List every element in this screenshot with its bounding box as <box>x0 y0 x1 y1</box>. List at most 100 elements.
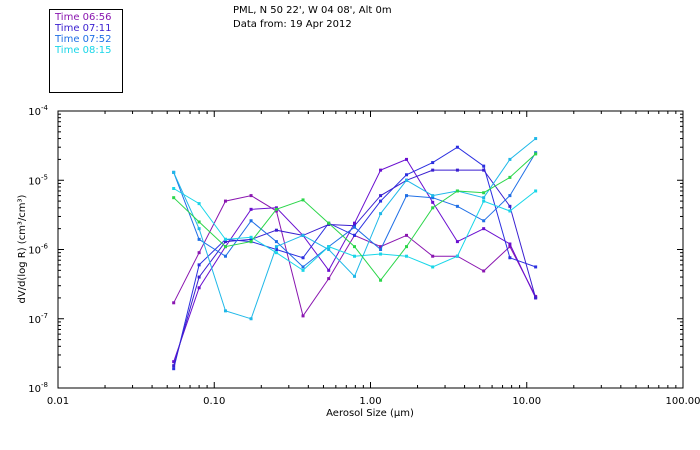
data-point <box>508 242 512 246</box>
data-point <box>301 198 305 202</box>
data-point <box>274 207 278 211</box>
data-point <box>455 189 459 193</box>
data-point <box>274 251 278 255</box>
data-point <box>508 175 512 179</box>
plot-frame <box>57 110 684 389</box>
data-point <box>405 173 409 177</box>
data-point <box>431 265 435 269</box>
data-point <box>223 245 227 249</box>
data-point <box>379 199 383 203</box>
legend-entry-0656: Time 06:56 <box>55 12 112 23</box>
data-point <box>455 240 459 244</box>
data-point <box>172 196 176 200</box>
data-point <box>534 152 538 156</box>
data-point <box>379 194 383 198</box>
data-point <box>197 263 201 267</box>
data-point <box>301 265 305 269</box>
data-point <box>508 204 512 208</box>
y-tick-label: 10-4 <box>28 104 48 118</box>
data-point <box>508 157 512 161</box>
data-point <box>455 204 459 208</box>
data-point <box>482 196 486 200</box>
data-point <box>197 227 201 231</box>
data-point <box>301 268 305 272</box>
data-point <box>172 170 176 174</box>
data-point <box>223 237 227 241</box>
x-tick-label: 100.00 <box>666 396 700 407</box>
data-point <box>197 286 201 290</box>
data-point <box>197 220 201 224</box>
legend-entry-0752: Time 07:52 <box>55 34 112 45</box>
x-tick-label: 1.00 <box>359 396 381 407</box>
data-point <box>482 227 486 231</box>
data-point <box>301 314 305 318</box>
data-point <box>223 254 227 258</box>
data-point <box>431 206 435 210</box>
data-point <box>274 209 278 213</box>
data-point <box>482 191 486 195</box>
data-point <box>379 278 383 282</box>
data-point <box>301 233 305 237</box>
data-point <box>274 228 278 232</box>
data-point <box>405 245 409 249</box>
chart-header: PML, N 50 22', W 04 08', Alt 0m Data fro… <box>233 4 392 32</box>
series-1 <box>172 157 538 364</box>
date-line: Data from: 19 Apr 2012 <box>233 19 352 30</box>
data-point <box>482 164 486 168</box>
data-point <box>353 233 357 237</box>
data-point <box>431 194 435 198</box>
data-point <box>274 248 278 251</box>
data-point <box>223 199 227 203</box>
data-point <box>274 240 278 244</box>
data-point <box>534 296 538 300</box>
data-point <box>482 199 486 203</box>
data-point <box>482 269 486 273</box>
series-line <box>173 153 536 282</box>
data-point <box>172 301 176 305</box>
data-point <box>431 161 435 165</box>
data-point <box>274 206 278 210</box>
data-point <box>482 219 486 223</box>
series-7 <box>172 152 538 282</box>
legend-entry-0815: Time 08:15 <box>55 45 112 56</box>
data-point <box>482 168 486 172</box>
series-line <box>173 138 536 320</box>
data-point <box>534 265 538 269</box>
x-axis-label: Aerosol Size (µm) <box>326 408 414 419</box>
data-point <box>431 254 435 258</box>
data-point <box>455 254 459 258</box>
y-tick-label: 10-6 <box>28 243 48 257</box>
data-point <box>327 277 331 281</box>
data-point <box>327 245 331 249</box>
data-point <box>405 194 409 198</box>
data-point <box>353 221 357 225</box>
data-point <box>249 194 253 198</box>
data-point <box>508 209 512 213</box>
series-layer <box>172 137 538 371</box>
data-point <box>508 256 512 260</box>
data-point <box>353 274 357 278</box>
data-point <box>249 240 253 244</box>
data-point <box>249 235 253 239</box>
data-point <box>353 254 357 258</box>
data-point <box>249 317 253 321</box>
data-point <box>379 252 383 256</box>
data-point <box>534 137 538 141</box>
series-line <box>173 169 537 366</box>
data-point <box>274 245 278 249</box>
y-tick-label: 10-5 <box>28 173 48 187</box>
location-line: PML, N 50 22', W 04 08', Alt 0m <box>233 5 392 16</box>
data-point <box>353 225 357 229</box>
data-point <box>431 168 435 172</box>
x-tick-label: 10.00 <box>512 396 541 407</box>
data-point <box>249 207 253 211</box>
series-5 <box>172 187 538 272</box>
data-point <box>172 360 176 364</box>
data-point <box>431 200 435 204</box>
data-point <box>534 189 538 193</box>
data-point <box>197 237 201 241</box>
data-point <box>405 233 409 237</box>
data-point <box>223 240 227 244</box>
data-point <box>223 309 227 313</box>
